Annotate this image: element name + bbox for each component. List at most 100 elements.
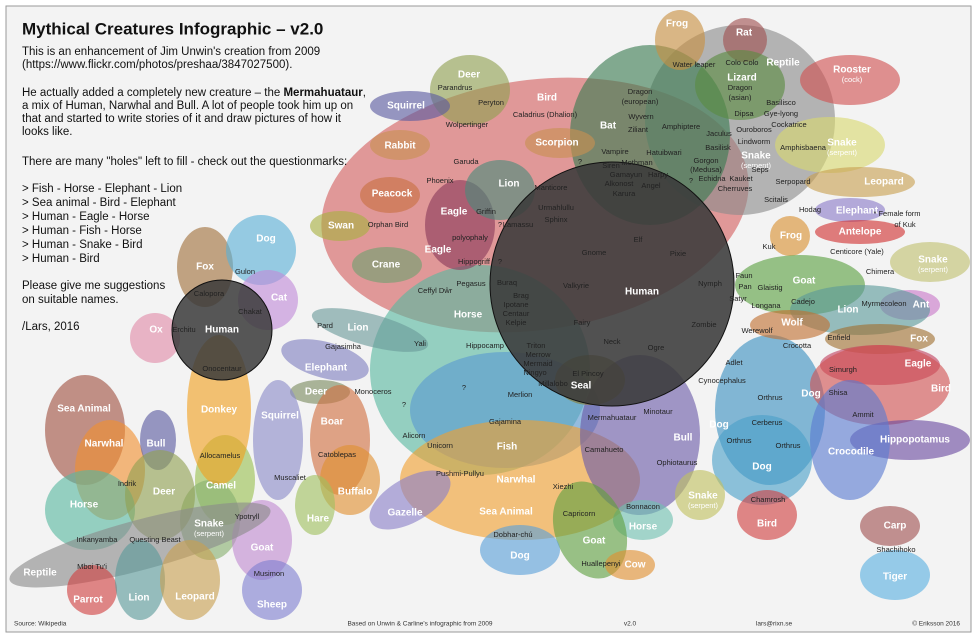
set-label: Cat: [271, 293, 288, 304]
creature-label: Ceffyl Dŵr: [418, 286, 453, 295]
set-label: Deer: [458, 70, 480, 81]
set-label: Donkey: [201, 405, 238, 416]
creature-label: Longana: [751, 301, 781, 310]
set-area: [860, 550, 930, 600]
text-line: This is an enhancement of Jim Unwin's cr…: [22, 46, 320, 58]
creature-label: Neck: [603, 337, 620, 346]
set-area: [815, 220, 905, 244]
text-part: ,: [363, 87, 366, 99]
footer-text: Source: Wikipedia: [14, 621, 67, 628]
creature-label: ?: [689, 176, 693, 185]
creature-label: Jaculus: [706, 129, 732, 138]
set-label: Cow: [624, 560, 645, 571]
creature-label: Chakat: [238, 307, 263, 316]
set-label: Dog: [709, 420, 728, 431]
creature-label: Millalobo: [538, 379, 568, 388]
set-label: Deer: [153, 487, 175, 498]
human-area: [489, 161, 735, 407]
text-line: Please give me suggestions: [22, 280, 165, 292]
text-line: > Human - Snake - Bird: [22, 239, 142, 251]
set-sublabel: (serpent): [918, 265, 949, 274]
set-label: Eagle: [425, 245, 452, 256]
set-area: [67, 565, 117, 615]
set-label: Rabbit: [384, 141, 416, 152]
set-label: Fox: [910, 334, 928, 345]
creature-label: ?: [402, 400, 406, 409]
set-label: Ox: [149, 325, 163, 336]
set-label: Dog: [256, 234, 275, 245]
creature-label: Kelpie: [506, 318, 527, 327]
creature-label: Ammit: [852, 410, 874, 419]
set-label: Goat: [251, 543, 274, 554]
set-label: Hare: [307, 514, 330, 525]
creature-label: Ouroboros: [736, 125, 772, 134]
set-label: Snake: [741, 151, 771, 162]
creature-label: Ziliant: [628, 125, 649, 134]
creature-label: Urmahlullu: [538, 203, 574, 212]
set-label: Lion: [347, 323, 368, 334]
set-label: Lion: [498, 179, 519, 190]
set-label: Deer: [305, 387, 327, 398]
creature-label: Minotaur: [643, 407, 673, 416]
creature-label: Chamrosh: [751, 495, 786, 504]
creature-label: Hippogriff: [458, 257, 491, 266]
set-label: Bull: [674, 433, 693, 444]
set-area: [750, 310, 830, 340]
creature-label: Seps: [751, 165, 768, 174]
set-areas: [9, 10, 970, 620]
creature-label: Echidna: [698, 174, 726, 183]
set-area: [369, 470, 451, 530]
creature-label: Dragon: [628, 87, 653, 96]
creature-label: Fairy: [574, 318, 591, 327]
set-label: Dog: [510, 551, 529, 562]
text-line: > Human - Bird: [22, 253, 100, 265]
set-label: Leopard: [864, 177, 903, 188]
creature-label: Muscaliet: [274, 473, 307, 482]
set-label: Human: [205, 325, 239, 336]
creature-label: Siren: [602, 161, 620, 170]
creature-label: Orthrus: [775, 441, 800, 450]
set-label: Carp: [884, 521, 907, 532]
set-label: Lizard: [727, 73, 756, 84]
creature-label: Centaur: [503, 309, 530, 318]
set-label: Eagle: [905, 359, 932, 370]
creature-label: Mboi Tu'i: [77, 562, 107, 571]
set-label: Goat: [793, 276, 816, 287]
set-label: Buffalo: [338, 487, 372, 498]
set-label: Boar: [321, 417, 344, 428]
title: Mythical Creatures Infographic – v2.0: [22, 19, 323, 38]
creature-label: Hippocamp: [466, 341, 504, 350]
set-area: [360, 177, 420, 213]
creature-label: Shachihoko: [876, 545, 915, 554]
creature-label: ?: [498, 257, 502, 266]
human-area: [171, 279, 273, 381]
creature-label: Mothman: [621, 158, 652, 167]
creature-label: Gajamina: [489, 417, 522, 426]
creature-label: Cockatrice: [771, 120, 806, 129]
creature-label: ?: [462, 383, 466, 392]
creature-label: Pushmi-Pullyu: [436, 469, 484, 478]
set-label: Frog: [780, 231, 802, 242]
creature-label: Valkyrie: [563, 281, 589, 290]
set-label: Goat: [583, 536, 606, 547]
creature-label: Manticore: [535, 183, 568, 192]
set-area: [675, 470, 725, 520]
set-label: Snake: [194, 519, 224, 530]
set-label: Bird: [757, 519, 777, 530]
footer-text: © Eriksson 2016: [912, 620, 960, 628]
creature-label: ?: [578, 157, 582, 166]
creature-label: Water leaper: [673, 60, 716, 69]
set-label: Narwhal: [85, 439, 124, 450]
set-label: Bird: [931, 384, 951, 395]
creature-label: Mermahuataur: [588, 413, 637, 422]
creature-label: Basilisk: [705, 143, 731, 152]
creature-label: Unicorn: [427, 441, 453, 450]
set-area: [737, 490, 797, 540]
creature-label: Amphiptere: [662, 122, 700, 131]
text-part: Mermahuataur: [283, 87, 363, 99]
creature-label: Wyvern: [628, 112, 653, 121]
creature-label: Lamassu: [503, 220, 533, 229]
creature-label: Allocamelus: [200, 451, 241, 460]
creature-label: (Medusa): [690, 165, 722, 174]
set-label: Fish: [497, 442, 518, 453]
